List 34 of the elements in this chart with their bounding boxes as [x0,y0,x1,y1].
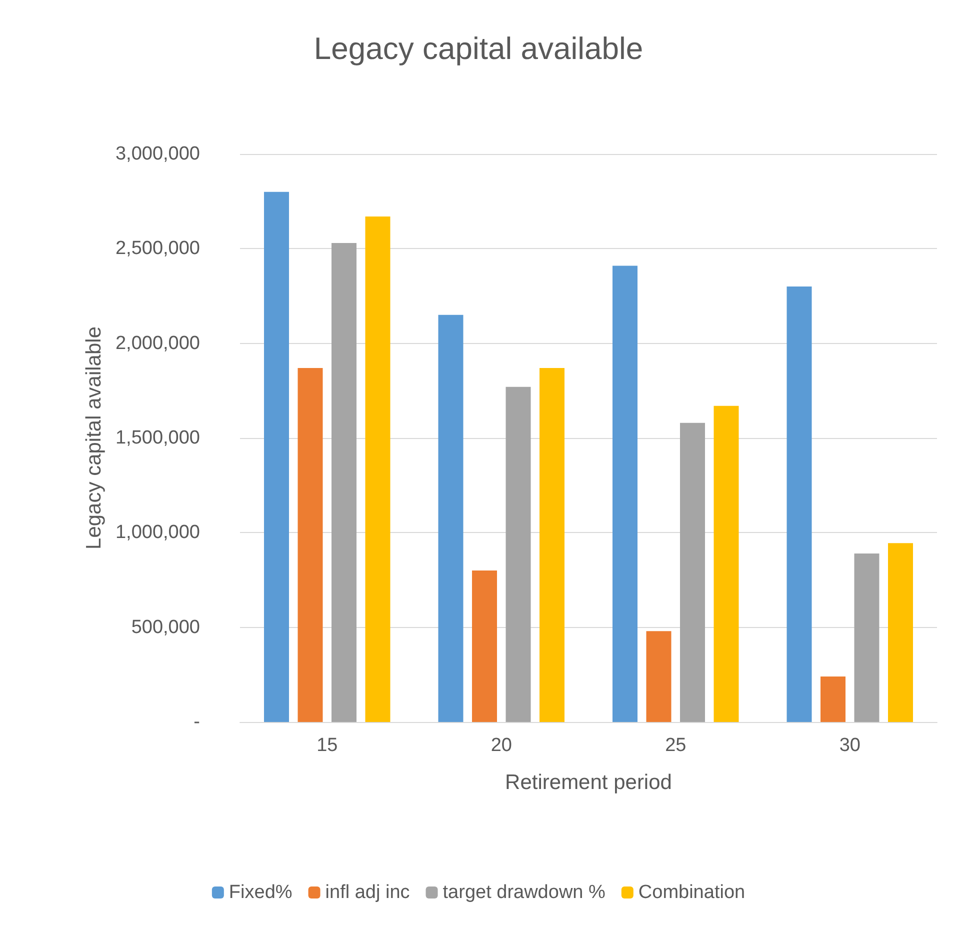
bar [888,543,913,722]
x-tick-label: 20 [490,735,512,756]
legend-label: Fixed% [228,882,292,903]
y-tick-label: - [194,712,200,732]
bar [264,192,289,722]
y-tick-label: 3,000,000 [115,144,200,164]
y-tick-label: 1,500,000 [115,428,200,448]
x-tick-label: 15 [316,735,338,756]
y-axis-title: Legacy capital available [82,326,106,550]
bar [332,242,356,722]
bar [714,406,739,722]
bar [506,386,531,722]
bar [820,676,846,722]
y-tick-label: 2,500,000 [115,238,200,260]
bar [612,266,638,722]
legend-label: Combination [638,882,746,903]
legend-label: infl adj inc [325,882,410,903]
bar [472,570,497,722]
bar [854,553,880,722]
x-tick-label: 30 [839,735,860,756]
bar [298,368,323,722]
bar [680,422,705,722]
bar [365,216,390,722]
chart-title: Legacy capital available [314,31,644,66]
y-tick-label: 1,000,000 [115,522,200,544]
x-tick-label: 25 [665,735,686,756]
bar [646,631,672,722]
y-tick-label: 2,000,000 [115,332,200,354]
y-tick-label: 500,000 [131,616,200,638]
bar [786,286,812,722]
x-axis-title: Retirement period [505,771,672,794]
bar [540,368,564,722]
bar [438,314,464,722]
legend-label: target drawdown % [442,882,606,903]
